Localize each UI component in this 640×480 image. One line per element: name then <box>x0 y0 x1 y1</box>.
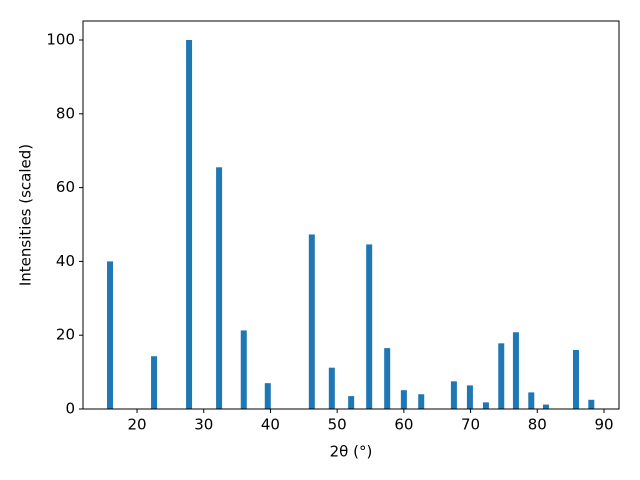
bar <box>240 330 247 409</box>
y-tick-label: 100 <box>46 31 75 49</box>
bar <box>466 385 473 409</box>
bar <box>400 390 407 409</box>
x-tick-label: 50 <box>328 416 347 434</box>
bar <box>572 349 579 409</box>
bar <box>151 356 158 409</box>
bar <box>107 261 114 409</box>
bar <box>328 367 335 409</box>
bar <box>348 396 355 409</box>
x-tick-label: 70 <box>461 416 480 434</box>
x-tick-label: 40 <box>261 416 280 434</box>
y-tick-label: 80 <box>56 104 75 122</box>
x-tick-label: 80 <box>528 416 547 434</box>
bar <box>384 348 391 409</box>
bar <box>216 167 223 409</box>
x-tick-label: 90 <box>594 416 613 434</box>
bar <box>542 404 549 409</box>
bar <box>528 392 535 409</box>
y-axis-label: Intensities (scaled) <box>17 144 35 286</box>
bar <box>366 244 373 409</box>
x-tick-label: 60 <box>394 416 413 434</box>
bar <box>308 234 315 409</box>
x-tick-label: 30 <box>194 416 213 434</box>
bar <box>588 399 595 409</box>
bar <box>450 381 457 409</box>
plot-frame <box>82 20 620 410</box>
y-tick-label: 20 <box>56 326 75 344</box>
bar <box>482 402 489 409</box>
bar <box>264 383 271 409</box>
bar <box>418 394 425 409</box>
y-tick-label: 40 <box>56 252 75 270</box>
x-axis-label: 2θ (°) <box>330 443 373 461</box>
bar <box>498 343 505 409</box>
x-tick-label: 20 <box>127 416 146 434</box>
bar <box>186 40 193 410</box>
bar <box>512 332 519 409</box>
y-tick-label: 60 <box>56 178 75 196</box>
y-tick-label: 0 <box>65 400 75 418</box>
